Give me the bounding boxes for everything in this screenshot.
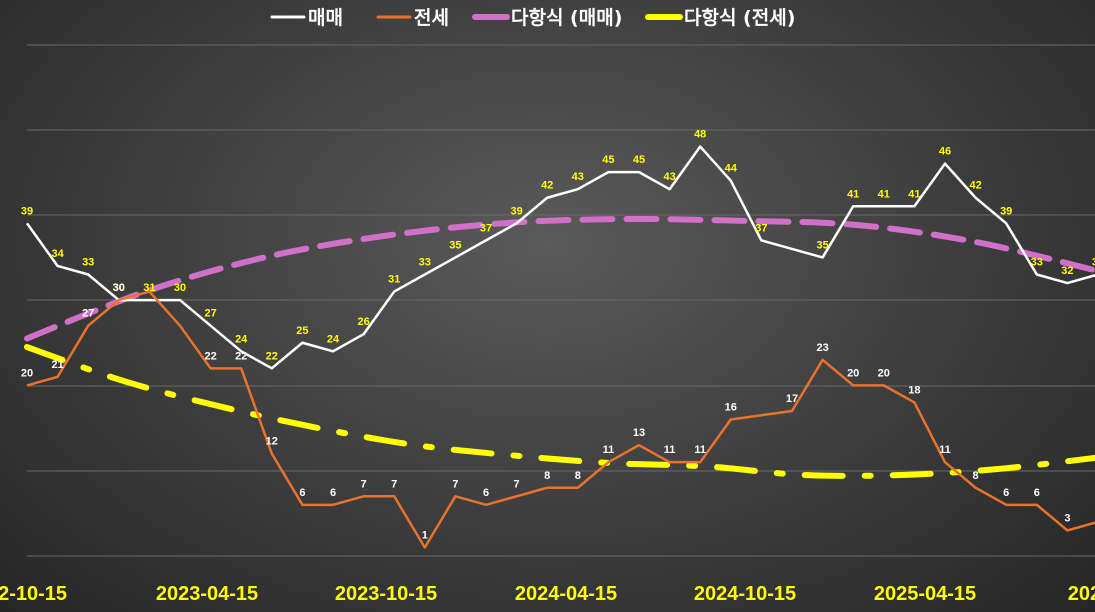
x-tick-2: 2023-10-15	[335, 583, 437, 605]
trendlines	[24, 215, 1095, 479]
data-label-s0-34: 32	[1061, 265, 1073, 277]
x-axis-tick-labels: 22-10-15 2023-04-15 2023-10-15 2024-04-15 20…	[0, 583, 1095, 605]
data-label-s1-16: 7	[514, 478, 520, 490]
trendline-3	[24, 344, 1095, 479]
data-label-s0-4: 31	[143, 282, 155, 294]
data-label-s1-0: 20	[21, 367, 33, 379]
x-tick-3: 2024-04-15	[515, 583, 617, 605]
data-label-s0-5: 30	[174, 282, 186, 294]
data-label-s0-6: 27	[204, 308, 216, 320]
data-label-s0-33: 33	[1031, 257, 1043, 269]
data-label-s0-8: 22	[266, 350, 278, 362]
data-label-s1-6: 22	[204, 350, 216, 362]
x-tick-0: 22-10-15	[0, 583, 67, 605]
data-label-s0-12: 31	[388, 274, 400, 286]
data-label-s0-10: 24	[327, 333, 340, 345]
data-label-s0-0: 39	[21, 205, 33, 217]
data-label-s1-15: 6	[483, 487, 489, 499]
series-lines	[25, 145, 1095, 549]
series-line-1	[26, 290, 1095, 549]
data-label-s0-17: 42	[541, 180, 553, 192]
data-label-s0-26: 35	[816, 239, 828, 251]
data-label-s0-19: 45	[602, 154, 614, 166]
data-label-s1-2: 27	[82, 308, 94, 320]
x-tick-4: 2024-10-15	[694, 583, 796, 605]
data-label-s1-13: 1	[422, 529, 428, 541]
data-label-s1-10: 6	[330, 487, 336, 499]
data-label-s1-18: 8	[575, 470, 581, 482]
legend-label-2: 다항식 (매매)	[511, 7, 622, 29]
data-label-s1-23: 16	[725, 402, 737, 414]
data-label-s1-20: 13	[633, 427, 645, 439]
data-label-s0-22: 48	[694, 129, 706, 141]
data-label-s0-9: 25	[296, 325, 308, 337]
data-label-s0-13: 33	[419, 257, 431, 269]
data-label-s0-18: 43	[572, 171, 584, 183]
data-label-s0-28: 41	[878, 188, 890, 200]
data-label-s1-8: 12	[266, 436, 278, 448]
legend-label-0: 매매	[308, 7, 343, 29]
data-label-s0-29: 41	[908, 188, 920, 200]
data-label-s1-32: 6	[1003, 487, 1009, 499]
legend-label-1: 전세	[414, 7, 449, 29]
data-label-s0-16: 39	[510, 205, 522, 217]
data-label-s1-1: 21	[51, 359, 63, 371]
data-label-s1-12: 7	[391, 478, 397, 490]
data-label-s1-27: 20	[847, 367, 859, 379]
data-label-s1-14: 7	[452, 478, 458, 490]
data-label-s0-14: 35	[449, 239, 461, 251]
data-label-s1-33: 6	[1034, 487, 1040, 499]
series-line-0	[25, 145, 1095, 370]
data-label-s1-31: 8	[973, 470, 979, 482]
x-tick-1: 2023-04-15	[156, 583, 258, 605]
data-label-s0-32: 39	[1000, 205, 1012, 217]
data-label-s1-9: 6	[299, 487, 305, 499]
data-label-s0-35: 33	[1092, 257, 1095, 269]
data-label-s0-15: 37	[480, 222, 492, 234]
data-label-s0-23: 44	[725, 163, 738, 175]
trendline-2	[24, 215, 1095, 342]
data-label-s1-26: 23	[816, 342, 828, 354]
data-label-s1-34: 3	[1064, 512, 1070, 524]
data-label-s0-21: 43	[663, 171, 675, 183]
data-label-s1-25: 17	[786, 393, 798, 405]
data-label-s0-30: 46	[939, 146, 951, 158]
data-label-s1-28: 20	[878, 367, 890, 379]
data-label-s0-31: 42	[969, 180, 981, 192]
data-label-s1-30: 11	[939, 444, 951, 456]
data-label-s1-19: 11	[603, 444, 615, 456]
data-label-s0-7: 24	[235, 333, 248, 345]
data-label-s0-20: 45	[633, 154, 645, 166]
data-label-s0-24: 37	[755, 222, 767, 234]
data-label-s1-17: 8	[544, 470, 550, 482]
legend: 매매 전세 다항식 (매매) 다항식 (전세)	[270, 7, 795, 29]
legend-label-3: 다항식 (전세)	[684, 7, 795, 29]
data-label-s0-11: 26	[357, 316, 369, 328]
x-tick-5: 2025-04-15	[874, 583, 976, 605]
data-label-s1-21: 11	[664, 444, 676, 456]
data-label-s1-22: 11	[694, 444, 706, 456]
data-label-s1-11: 7	[361, 478, 367, 490]
data-label-s0-27: 41	[847, 188, 859, 200]
data-label-s0-1: 34	[51, 248, 64, 260]
data-label-s1-7: 22	[235, 350, 247, 362]
data-label-s1-3: 30	[113, 282, 125, 294]
x-tick-6: 2025	[1068, 583, 1095, 605]
data-label-s0-2: 33	[82, 257, 94, 269]
gridlines	[27, 44, 1095, 557]
data-label-s0-3: 30	[113, 282, 125, 294]
data-label-s1-29: 18	[908, 384, 920, 396]
